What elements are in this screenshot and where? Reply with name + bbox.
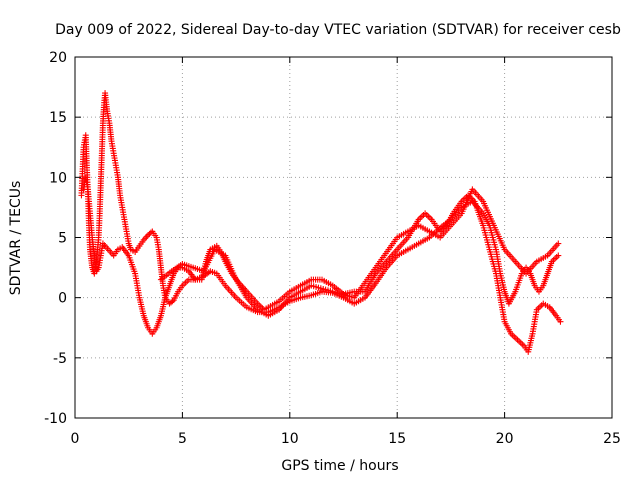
x-tick-label: 15 xyxy=(388,431,406,447)
y-tick-label: 0 xyxy=(58,291,67,307)
data-point xyxy=(557,318,564,325)
x-axis-label: GPS time / hours xyxy=(281,458,398,474)
chart-title: Day 009 of 2022, Sidereal Day-to-day VTE… xyxy=(55,22,621,38)
y-tick-label: -5 xyxy=(53,351,67,367)
x-tick-label: 20 xyxy=(496,431,514,447)
x-tick-label: 25 xyxy=(603,431,621,447)
x-tick-label: 0 xyxy=(71,431,80,447)
data-point xyxy=(555,252,562,259)
data-point xyxy=(555,240,562,247)
series-track-c xyxy=(157,186,562,319)
data-point xyxy=(169,298,176,305)
y-tick-label: -10 xyxy=(44,411,67,427)
axis-ticks: 0 5 10 15 20 25 -10 -5 0 5 10 15 20 xyxy=(44,50,621,447)
data-point xyxy=(147,229,154,236)
y-tick-label: 10 xyxy=(49,170,67,186)
y-tick-label: 5 xyxy=(58,231,67,247)
x-tick-label: 5 xyxy=(178,431,187,447)
y-axis-label: SDTVAR / TECUs xyxy=(8,181,24,296)
data-points xyxy=(78,90,564,355)
y-tick-label: 15 xyxy=(49,110,67,126)
series-track-b xyxy=(80,174,564,355)
y-tick-label: 20 xyxy=(49,50,67,66)
x-tick-label: 10 xyxy=(281,431,299,447)
